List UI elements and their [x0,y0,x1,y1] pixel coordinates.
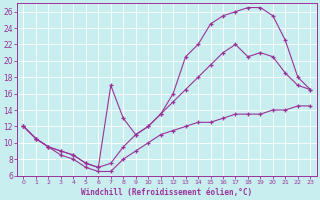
X-axis label: Windchill (Refroidissement éolien,°C): Windchill (Refroidissement éolien,°C) [81,188,252,197]
